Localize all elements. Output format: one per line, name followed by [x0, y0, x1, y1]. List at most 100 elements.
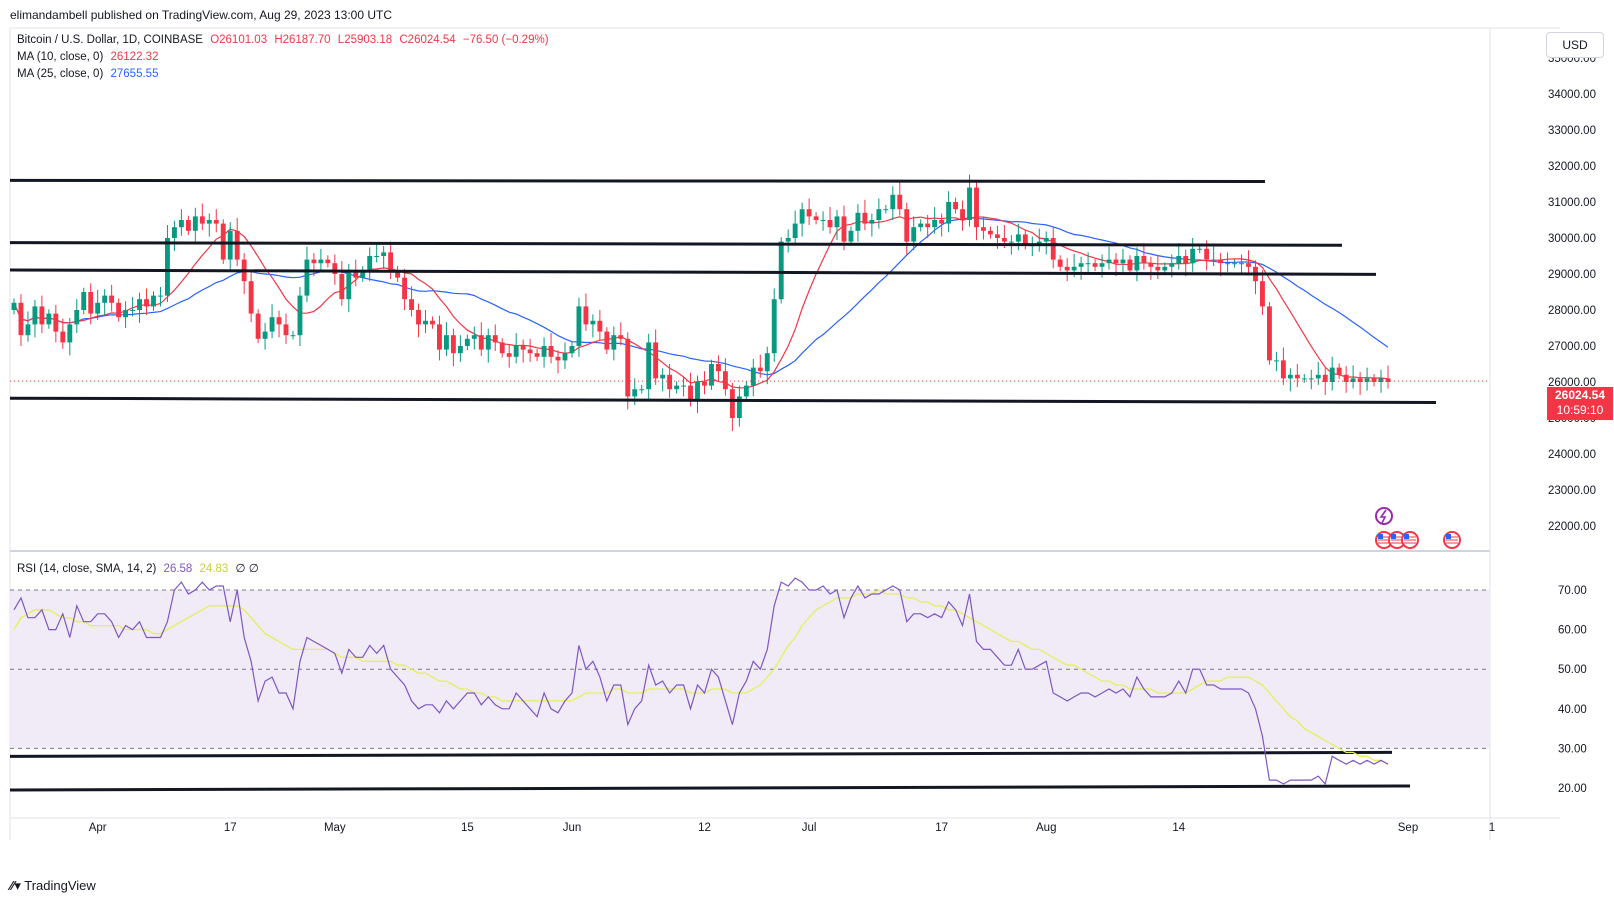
candle-body: [750, 367, 756, 386]
candle-body: [130, 310, 136, 311]
time-tick-label: May: [324, 822, 346, 834]
candles: [11, 174, 1391, 431]
candle-body: [1246, 263, 1251, 267]
candle-body: [1371, 378, 1377, 382]
candle-body: [11, 302, 17, 310]
time-tick-label: 14: [1172, 822, 1185, 834]
candle-body: [569, 346, 575, 354]
candle-body: [471, 335, 477, 339]
flag-canton: [1378, 534, 1383, 539]
price-tick-label: 26000.00: [1548, 377, 1596, 389]
candle-body: [932, 220, 938, 228]
candle-body: [1343, 374, 1349, 382]
trendline: [9, 750, 1393, 758]
rsi-legend[interactable]: RSI (14, close, SMA, 14, 2) 26.58 24.83 …: [17, 561, 263, 575]
candle-body: [206, 220, 212, 224]
ohlc-open: O26101.03: [210, 34, 268, 46]
candle-body: [674, 385, 680, 390]
candle-body: [416, 310, 421, 325]
candle-body: [611, 335, 617, 350]
ma25-legend[interactable]: MA (25, close, 0) 27655.55: [17, 68, 162, 80]
ma10-legend[interactable]: MA (10, close, 0) 26122.32: [17, 51, 162, 63]
candle-body: [918, 223, 924, 228]
price-tick-label: 24000.00: [1548, 449, 1596, 461]
candle-body: [39, 306, 45, 325]
event-markers[interactable]: [1375, 507, 1461, 549]
price-tick-label: 34000.00: [1548, 89, 1596, 101]
candle-body: [248, 281, 254, 314]
candle-body: [729, 389, 735, 418]
rsi-tick-label: 70.00: [1558, 585, 1587, 597]
candle-body: [625, 338, 631, 397]
candle-body: [1260, 281, 1265, 307]
candle-body: [213, 220, 219, 224]
lightning-icon: [1375, 507, 1393, 525]
time-axis[interactable]: Apr 17 May 15 Jun 12 Jul 17 Aug 14 Sep 1: [89, 822, 1495, 834]
candle-body: [165, 238, 170, 296]
candle-body: [785, 238, 791, 242]
candle-body: [367, 256, 373, 271]
symbol-name[interactable]: Bitcoin / U.S. Dollar, 1D, COINBASE: [17, 34, 203, 46]
candle-body: [1071, 266, 1077, 271]
rsi-path: [13, 577, 1389, 786]
candle-body: [437, 324, 442, 350]
candle-body: [736, 396, 742, 418]
candle-body: [457, 346, 463, 354]
trendline: [9, 268, 1377, 276]
candle-body: [967, 187, 972, 220]
price-tick-label: 32000.00: [1548, 161, 1596, 173]
candle-body: [123, 310, 129, 318]
tradingview-logo[interactable]: ⁄⁄▾ TradingView: [10, 878, 96, 894]
candle-body: [25, 324, 31, 336]
lightning-bolt: [1379, 509, 1387, 524]
candle-body: [1099, 263, 1105, 267]
candle-body: [1211, 259, 1217, 261]
candle-body: [743, 385, 749, 397]
candle-body: [1092, 263, 1098, 267]
candle-body: [869, 220, 875, 224]
rsi-axis[interactable]: 70.00 60.00 50.00 40.00 30.00 20.00: [1558, 585, 1587, 795]
candle-body: [1239, 263, 1244, 265]
candle-body: [325, 259, 331, 264]
candle-body: [939, 220, 945, 224]
candle-body: [102, 295, 108, 303]
candle-body: [1015, 234, 1021, 242]
candle-body: [423, 320, 428, 325]
candle-body: [576, 306, 582, 346]
candle-body: [67, 324, 73, 343]
price-tick-label: 33000.00: [1548, 125, 1596, 137]
symbol-legend: Bitcoin / U.S. Dollar, 1D, COINBASE O261…: [17, 34, 553, 46]
candle-body: [95, 302, 101, 314]
price-axis[interactable]: 35000.0034000.0033000.0032000.0031000.00…: [1548, 53, 1596, 533]
candle-body: [1001, 238, 1007, 242]
candle-body: [548, 346, 554, 357]
candle-body: [1162, 266, 1168, 271]
time-tick-label: 17: [935, 822, 948, 834]
candle-body: [1022, 234, 1028, 246]
candle-body: [994, 234, 1000, 238]
candle-body: [388, 252, 394, 271]
candle-body: [311, 259, 317, 264]
candle-body: [695, 382, 700, 400]
candle-body: [771, 299, 777, 354]
candle-body: [81, 292, 87, 310]
trendlines: [9, 178, 1490, 792]
time-tick-label: Apr: [89, 822, 107, 834]
currency-button[interactable]: USD: [1546, 32, 1604, 58]
rsi-value: 26.58: [163, 563, 193, 575]
candle-body: [1169, 263, 1175, 267]
candle-body: [681, 385, 687, 387]
candle-body: [618, 335, 624, 339]
candle-body: [402, 277, 408, 300]
candle-body: [374, 256, 380, 257]
tradingview-logo-text: TradingView: [24, 878, 96, 893]
candle-body: [1287, 374, 1293, 379]
time-tick-label: 1: [1489, 822, 1495, 834]
candle-body: [1385, 378, 1391, 382]
candle-body: [646, 342, 652, 390]
candle-body: [583, 306, 589, 325]
ma10-line: [13, 216, 1389, 389]
